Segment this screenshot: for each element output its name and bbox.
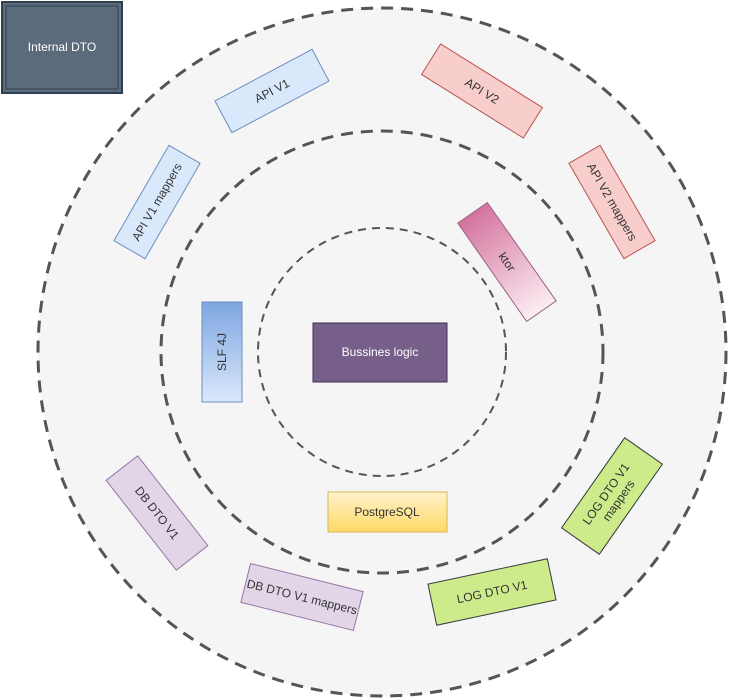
ktor-box[interactable]: ktor	[457, 201, 557, 323]
postgresql-label: PostgreSQL	[354, 505, 420, 519]
middle-ring	[159, 129, 605, 575]
slf4j-label: SLF 4J	[215, 333, 229, 371]
log-dto-v1-box[interactable]: LOG DTO V1	[427, 558, 557, 626]
internal-dto-box[interactable]: Internal DTO	[1, 1, 123, 94]
inner-ring	[257, 227, 507, 477]
business-logic-label: Bussines logic	[342, 345, 419, 359]
api-v1-box[interactable]: API V1	[214, 48, 330, 134]
business-logic-box[interactable]: Bussines logic	[312, 322, 448, 383]
postgresql-box[interactable]: PostgreSQL	[327, 491, 448, 533]
slf4j-box[interactable]: SLF 4J	[201, 301, 243, 403]
api-v2-box[interactable]: API V2	[420, 43, 544, 139]
internal-dto-label: Internal DTO	[28, 40, 96, 54]
